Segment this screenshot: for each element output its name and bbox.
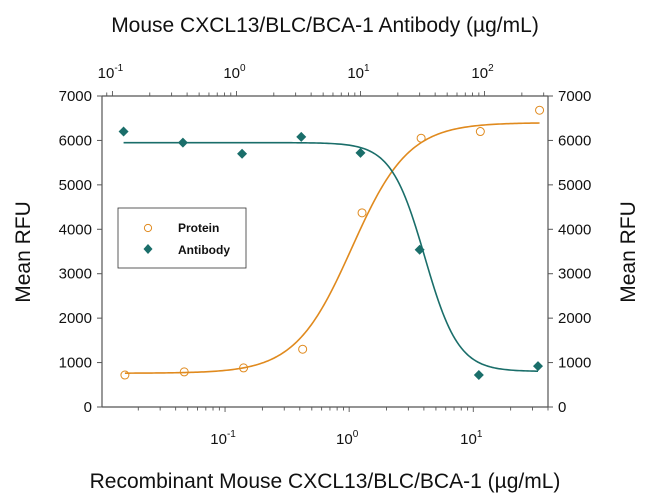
y-tick-label-left: 3000 [59, 266, 92, 283]
fit-curves [123, 122, 540, 374]
y-tick-label-left: 1000 [59, 355, 92, 372]
x-top-tick-label: 102 [471, 63, 494, 82]
data-point-antibody [296, 131, 307, 142]
data-point-protein [239, 363, 249, 373]
data-point-protein [535, 105, 545, 115]
chart-title: Mouse CXCL13/BLC/BCA-1 Antibody (µg/mL) [111, 14, 539, 37]
y-tick-label-left: 2000 [59, 310, 92, 327]
y-tick-label-left: 7000 [59, 88, 92, 105]
y-tick-label-right: 7000 [558, 88, 591, 105]
legend-antibody-label: Antibody [178, 243, 230, 257]
y-tick-label-right: 1000 [558, 355, 591, 372]
y-tick-label-right: 6000 [558, 132, 591, 149]
y-tick-label-right: 2000 [558, 310, 591, 327]
legend-protein-label: Protein [178, 221, 219, 235]
y-tick-label-left: 4000 [59, 221, 92, 238]
data-point-protein [298, 344, 308, 354]
x-top-tick-label: 100 [223, 63, 246, 82]
y-tick-label-right: 5000 [558, 177, 591, 194]
data-point-antibody [355, 147, 366, 158]
data-point-antibody [118, 126, 129, 137]
x-bottom-tick-label: 10-1 [210, 429, 236, 448]
data-points [118, 105, 545, 381]
y-tick-label-left: 6000 [59, 132, 92, 149]
legend-antibody-marker [143, 244, 153, 254]
x-top-tick-label: 10-1 [98, 63, 124, 82]
x-top-tick-label: 101 [347, 63, 370, 82]
y-tick-label-left: 5000 [59, 177, 92, 194]
data-point-protein [179, 367, 189, 377]
fit-curve-antibody [123, 141, 539, 372]
x-bottom-tick-label: 100 [336, 429, 359, 448]
data-point-protein [357, 208, 367, 218]
y-axis-title-right: Mean RFU [617, 201, 640, 303]
x-axis-title: Recombinant Mouse CXCL13/BLC/BCA-1 (µg/m… [90, 470, 561, 493]
y-tick-label-right: 3000 [558, 266, 591, 283]
fit-curve-protein [124, 122, 540, 374]
data-point-antibody [237, 148, 248, 159]
data-point-protein [475, 127, 485, 137]
y-tick-label-right: 4000 [558, 221, 591, 238]
data-point-antibody [533, 361, 544, 372]
axes: 0 0 1000 1000 2000 2000 3000 3000 4000 4000 5000 50… [59, 63, 592, 448]
data-point-antibody [177, 137, 188, 148]
data-point-protein [120, 370, 130, 380]
y-tick-label-right: 0 [558, 399, 566, 416]
legend-protein-marker [143, 223, 153, 233]
data-point-antibody [473, 370, 484, 381]
y-axis-title-left: Mean RFU [12, 201, 35, 303]
data-point-protein [416, 133, 426, 143]
legend: Protein Antibody [117, 207, 247, 269]
data-point-antibody [414, 244, 425, 255]
y-tick-label-left: 0 [84, 399, 92, 416]
legend-box [117, 207, 247, 269]
x-bottom-tick-label: 101 [460, 429, 483, 448]
